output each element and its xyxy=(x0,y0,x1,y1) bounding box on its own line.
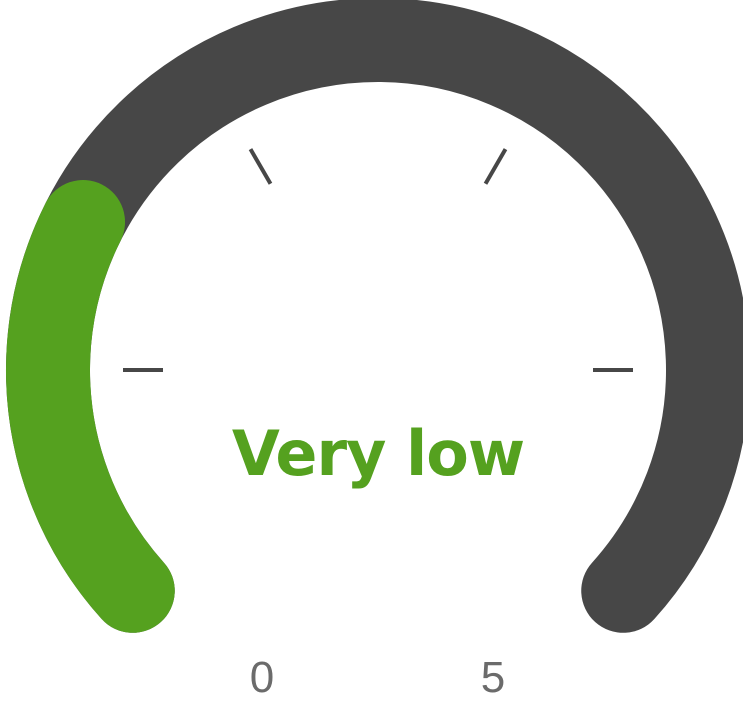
level-label: Very low xyxy=(232,417,524,490)
scale-min-label: 0 xyxy=(250,653,274,702)
gauge-ticks xyxy=(123,148,633,372)
gauge-track xyxy=(6,0,743,633)
scale-max-label: 5 xyxy=(481,653,505,702)
gauge-tick-3 xyxy=(483,148,508,185)
gauge-tick-2 xyxy=(248,148,273,185)
gauge-fill xyxy=(6,180,175,633)
